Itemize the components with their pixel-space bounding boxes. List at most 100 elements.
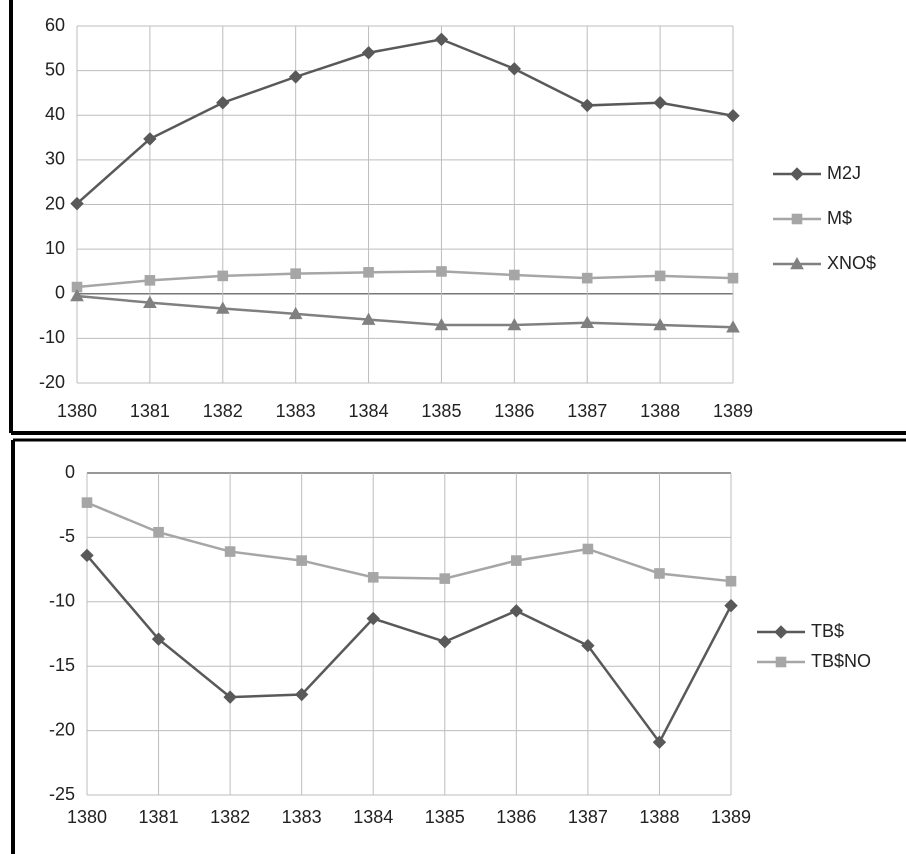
data-point xyxy=(726,108,740,123)
legend-marker xyxy=(774,625,788,639)
x-tick-label: 1382 xyxy=(203,401,243,421)
series-line xyxy=(76,38,734,205)
legend-marker xyxy=(790,167,804,181)
x-tick-label: 1381 xyxy=(139,807,179,827)
legend-label: M2J xyxy=(827,163,861,183)
data-point xyxy=(509,604,524,618)
data-point xyxy=(507,317,522,331)
data-point xyxy=(366,611,380,626)
x-tick-label: 1389 xyxy=(713,401,753,421)
y-tick-label: 0 xyxy=(65,462,75,482)
x-tick-label: 1382 xyxy=(210,807,250,827)
data-point xyxy=(363,267,374,278)
data-point xyxy=(216,96,230,110)
y-tick-label: -25 xyxy=(49,784,75,804)
legend-marker xyxy=(791,213,803,225)
data-point xyxy=(653,317,667,331)
y-tick-label: -5 xyxy=(59,526,75,546)
data-point xyxy=(654,568,665,579)
x-tick-label: 1384 xyxy=(353,807,393,827)
y-tick-label: -20 xyxy=(49,719,75,739)
x-tick-label: 1387 xyxy=(567,401,607,421)
data-point xyxy=(580,98,594,113)
y-tick-label: 20 xyxy=(45,193,65,213)
series-line xyxy=(76,270,734,289)
data-point xyxy=(434,317,449,331)
data-point xyxy=(70,196,84,211)
x-tick-label: 1380 xyxy=(67,807,107,827)
legend-label: TB$ xyxy=(811,621,844,641)
data-point xyxy=(143,132,157,146)
data-point xyxy=(361,312,376,325)
data-point xyxy=(70,288,84,302)
data-point xyxy=(288,70,303,84)
x-tick-label: 1386 xyxy=(496,807,536,827)
y-tick-label: 30 xyxy=(45,149,65,169)
data-point xyxy=(81,497,93,508)
data-point xyxy=(653,96,667,110)
legend-label: TB$NO xyxy=(811,651,871,671)
series-line xyxy=(86,501,732,583)
data-point xyxy=(153,526,164,538)
x-tick-label: 1381 xyxy=(130,401,170,421)
data-point xyxy=(143,295,157,308)
y-tick-label: 10 xyxy=(45,238,65,258)
y-tick-label: 40 xyxy=(45,104,65,124)
y-tick-label: -15 xyxy=(49,655,75,675)
series-line xyxy=(86,554,733,745)
legend-marker xyxy=(790,256,804,270)
data-point xyxy=(144,275,156,286)
x-tick-label: 1383 xyxy=(276,401,316,421)
series-line xyxy=(76,294,734,329)
x-tick-label: 1385 xyxy=(421,401,461,421)
data-point xyxy=(581,272,593,284)
data-point xyxy=(727,272,739,284)
data-point xyxy=(217,270,229,282)
data-point xyxy=(654,270,666,282)
data-point xyxy=(294,687,309,702)
y-tick-label: 50 xyxy=(45,59,65,79)
x-tick-label: 1386 xyxy=(494,401,534,421)
data-point xyxy=(288,306,303,320)
data-point xyxy=(439,573,451,584)
data-point xyxy=(436,266,447,277)
data-point xyxy=(582,543,594,555)
x-tick-label: 1389 xyxy=(711,807,751,827)
data-point xyxy=(438,635,452,649)
data-point xyxy=(224,546,236,557)
data-point xyxy=(511,555,522,566)
x-tick-label: 1383 xyxy=(282,807,322,827)
legend-label: M$ xyxy=(827,208,852,228)
y-tick-label: -10 xyxy=(39,327,65,347)
y-tick-label: 60 xyxy=(45,15,65,35)
data-point xyxy=(361,46,376,60)
x-tick-label: 1384 xyxy=(349,401,389,421)
y-tick-label: -10 xyxy=(49,591,75,611)
data-point xyxy=(151,632,166,646)
data-point xyxy=(296,555,307,566)
x-tick-label: 1385 xyxy=(425,807,465,827)
data-point xyxy=(290,268,301,279)
data-point xyxy=(509,269,520,281)
data-point xyxy=(725,575,737,587)
legend-label: XNO$ xyxy=(827,253,876,273)
data-point xyxy=(223,690,237,704)
data-point xyxy=(507,62,522,76)
data-point xyxy=(652,735,667,749)
x-tick-label: 1380 xyxy=(57,401,97,421)
data-point xyxy=(80,548,94,563)
data-point xyxy=(367,572,379,583)
data-point xyxy=(726,320,740,333)
y-tick-label: -20 xyxy=(39,372,65,392)
x-tick-label: 1388 xyxy=(640,401,680,421)
x-tick-label: 1387 xyxy=(568,807,608,827)
legend-marker xyxy=(775,656,787,668)
y-tick-label: 0 xyxy=(55,283,65,303)
data-point xyxy=(434,32,449,47)
data-point xyxy=(724,598,738,613)
data-point xyxy=(581,638,595,653)
data-point xyxy=(215,301,230,314)
